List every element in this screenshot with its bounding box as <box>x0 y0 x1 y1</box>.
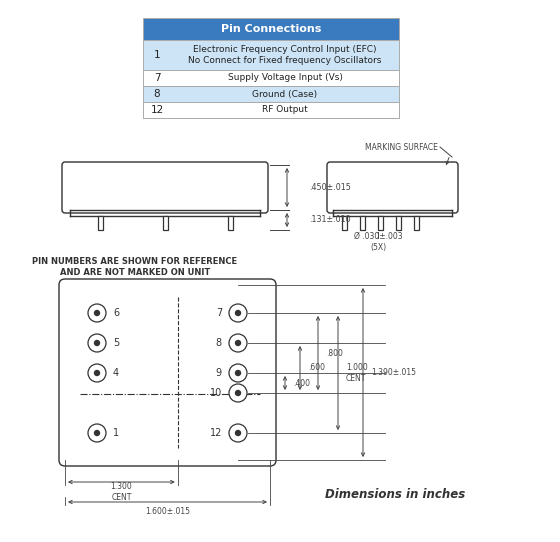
Bar <box>143 102 399 118</box>
Text: MARKING SURFACE: MARKING SURFACE <box>365 143 438 152</box>
Text: 9: 9 <box>216 368 222 378</box>
Text: 10: 10 <box>210 388 222 398</box>
Circle shape <box>236 430 240 436</box>
Text: 7: 7 <box>216 308 222 318</box>
Circle shape <box>229 424 247 442</box>
Text: 6: 6 <box>113 308 119 318</box>
Text: 1.300
CENT: 1.300 CENT <box>110 482 132 502</box>
FancyBboxPatch shape <box>59 279 276 466</box>
FancyBboxPatch shape <box>62 162 268 213</box>
Text: 4: 4 <box>113 368 119 378</box>
Text: 1.600±.015: 1.600±.015 <box>145 507 190 517</box>
Text: 1: 1 <box>113 428 119 438</box>
Bar <box>143 40 399 70</box>
Bar <box>228 216 233 230</box>
Circle shape <box>236 311 240 315</box>
Text: .600: .600 <box>308 364 325 372</box>
Text: Pin Connections: Pin Connections <box>221 24 321 34</box>
Bar <box>143 86 399 102</box>
Text: .800: .800 <box>326 349 343 358</box>
Circle shape <box>236 340 240 345</box>
Circle shape <box>88 424 106 442</box>
Bar <box>378 216 383 230</box>
Circle shape <box>88 334 106 352</box>
Text: 1.000
CENT: 1.000 CENT <box>346 363 368 383</box>
Bar <box>143 70 399 86</box>
Circle shape <box>88 304 106 322</box>
Circle shape <box>229 364 247 382</box>
Text: 5: 5 <box>113 338 119 348</box>
Text: 12: 12 <box>151 105 164 115</box>
Text: .400: .400 <box>293 378 310 388</box>
Text: 1: 1 <box>153 50 160 60</box>
Text: .450±.015: .450±.015 <box>309 183 351 192</box>
Circle shape <box>95 311 100 315</box>
Circle shape <box>95 430 100 436</box>
Circle shape <box>95 371 100 376</box>
Text: PIN NUMBERS ARE SHOWN FOR REFERENCE
AND ARE NOT MARKED ON UNIT: PIN NUMBERS ARE SHOWN FOR REFERENCE AND … <box>32 257 237 277</box>
Text: 8: 8 <box>153 89 160 99</box>
Bar <box>98 216 103 230</box>
Text: Ø .030±.003
(5X): Ø .030±.003 (5X) <box>354 233 402 251</box>
Circle shape <box>229 384 247 402</box>
Bar <box>360 216 365 230</box>
Bar <box>143 18 399 40</box>
Text: 12: 12 <box>209 428 222 438</box>
Circle shape <box>95 340 100 345</box>
Circle shape <box>236 390 240 396</box>
Text: 1.390±.015: 1.390±.015 <box>371 368 416 377</box>
FancyBboxPatch shape <box>327 162 458 213</box>
Text: Dimensions in inches: Dimensions in inches <box>325 488 465 501</box>
Text: 8: 8 <box>216 338 222 348</box>
Circle shape <box>88 364 106 382</box>
Text: .131±.010: .131±.010 <box>309 216 351 224</box>
Circle shape <box>236 371 240 376</box>
Bar <box>396 216 401 230</box>
Text: Ground (Case): Ground (Case) <box>253 89 318 99</box>
Bar <box>163 216 168 230</box>
Circle shape <box>229 334 247 352</box>
Text: RF Output: RF Output <box>262 106 308 114</box>
Text: 7: 7 <box>153 73 160 83</box>
Bar <box>414 216 419 230</box>
Text: Electronic Frequency Control Input (EFC)
No Connect for Fixed frequency Oscillat: Electronic Frequency Control Input (EFC)… <box>188 46 382 64</box>
Bar <box>342 216 347 230</box>
Text: Supply Voltage Input (Vs): Supply Voltage Input (Vs) <box>227 74 342 82</box>
Circle shape <box>229 304 247 322</box>
